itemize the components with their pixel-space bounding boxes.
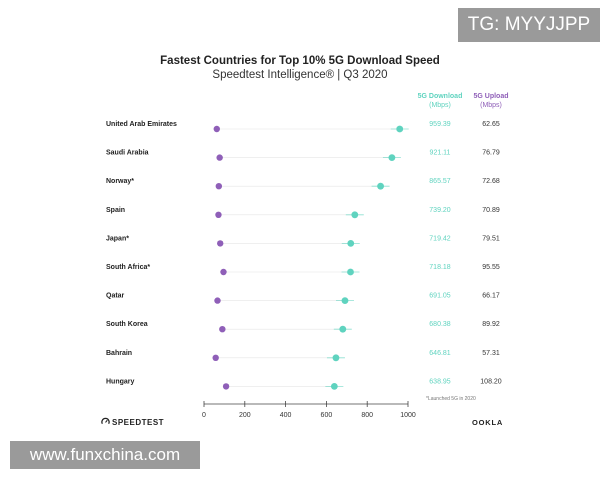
upload-value-qatar: 66.17 xyxy=(482,293,500,300)
download-value-united-arab-emirates: 959.39 xyxy=(429,121,451,128)
footnote: *Launched 5G in 2020 xyxy=(426,396,476,402)
upload-point-qatar xyxy=(214,297,221,304)
download-point-bahrain xyxy=(332,354,340,362)
ookla-brand: OOKLA xyxy=(472,418,504,427)
download-value-bahrain: 646.81 xyxy=(429,350,451,357)
download-point-norway xyxy=(377,182,384,190)
country-label-japan: Japan* xyxy=(106,235,129,242)
download-point-south-africa xyxy=(347,268,354,276)
upload-point-spain xyxy=(215,211,222,218)
upload-value-bahrain: 57.31 xyxy=(482,350,500,357)
download-value-japan: 719.42 xyxy=(429,235,451,242)
x-tick-label-400: 400 xyxy=(280,412,292,419)
upload-value-spain: 70.89 xyxy=(482,207,500,214)
watermark-tag: TG: MYYJJPP xyxy=(458,8,600,42)
download-point-south-korea xyxy=(339,325,347,333)
speedtest-brand: SPEEDTEST xyxy=(101,417,164,427)
upload-value-south-korea: 89.92 xyxy=(482,321,500,328)
upload-point-south-africa xyxy=(220,268,227,276)
download-point-japan xyxy=(347,240,355,247)
watermark-url: www.funxchina.com xyxy=(10,441,200,469)
chart-title: Fastest Countries for Top 10% 5G Downloa… xyxy=(160,55,440,67)
speedtest-brand-label: SPEEDTEST xyxy=(112,418,165,427)
country-label-norway: Norway* xyxy=(106,178,134,185)
upload-value-japan: 79.51 xyxy=(482,235,500,242)
download-column-unit: (Mbps) xyxy=(429,102,451,109)
upload-value-saudi-arabia: 76.79 xyxy=(482,150,500,157)
download-value-saudi-arabia: 921.11 xyxy=(430,150,451,157)
x-tick-label-1000: 1000 xyxy=(400,412,416,419)
country-label-spain: Spain xyxy=(106,207,125,214)
upload-column-header: 5G Upload (Mbps) xyxy=(471,92,511,110)
download-value-qatar: 691.05 xyxy=(429,293,451,300)
download-value-norway: 865.57 xyxy=(429,178,451,185)
country-label-south-korea: South Korea xyxy=(106,321,148,328)
x-tick-label-200: 200 xyxy=(239,412,251,419)
country-label-united-arab-emirates: United Arab Emirates xyxy=(106,121,177,128)
chart-subtitle: Speedtest Intelligence® | Q3 2020 xyxy=(212,69,388,81)
country-label-saudi-arabia: Saudi Arabia xyxy=(106,150,149,157)
upload-value-norway: 72.68 xyxy=(482,178,500,185)
x-tick-label-600: 600 xyxy=(321,412,333,419)
download-point-united-arab-emirates xyxy=(396,125,404,133)
download-point-hungary xyxy=(330,383,338,390)
upload-point-japan xyxy=(217,240,224,247)
upload-value-hungary: 108.20 xyxy=(480,378,502,385)
upload-value-south-africa: 95.55 xyxy=(482,264,500,271)
download-column-label: 5G Download xyxy=(417,93,463,100)
download-value-south-korea: 680.38 xyxy=(429,321,451,328)
download-column-header: 5G Download (Mbps) xyxy=(412,92,468,110)
download-value-hungary: 638.95 xyxy=(429,378,451,385)
upload-point-saudi-arabia xyxy=(216,154,223,161)
upload-value-united-arab-emirates: 62.65 xyxy=(482,121,500,128)
country-label-bahrain: Bahrain xyxy=(106,350,132,357)
download-point-qatar xyxy=(341,297,349,304)
upload-column-unit: (Mbps) xyxy=(480,102,502,109)
upload-point-united-arab-emirates xyxy=(213,125,220,133)
x-tick-label-800: 800 xyxy=(361,412,373,419)
upload-point-norway xyxy=(215,183,223,190)
download-point-spain xyxy=(351,211,359,219)
country-label-south-africa: South Africa* xyxy=(106,264,150,271)
speedtest-logo-icon xyxy=(101,417,110,425)
upload-point-hungary xyxy=(222,383,230,390)
upload-point-bahrain xyxy=(212,354,219,361)
download-value-spain: 739.20 xyxy=(429,207,451,214)
upload-point-south-korea xyxy=(219,326,226,333)
x-tick-label-0: 0 xyxy=(202,412,206,419)
country-label-hungary: Hungary xyxy=(106,378,135,385)
download-value-south-africa: 718.18 xyxy=(429,264,451,271)
country-label-qatar: Qatar xyxy=(106,293,125,300)
download-point-saudi-arabia xyxy=(388,154,396,162)
upload-column-label: 5G Upload xyxy=(473,93,509,100)
